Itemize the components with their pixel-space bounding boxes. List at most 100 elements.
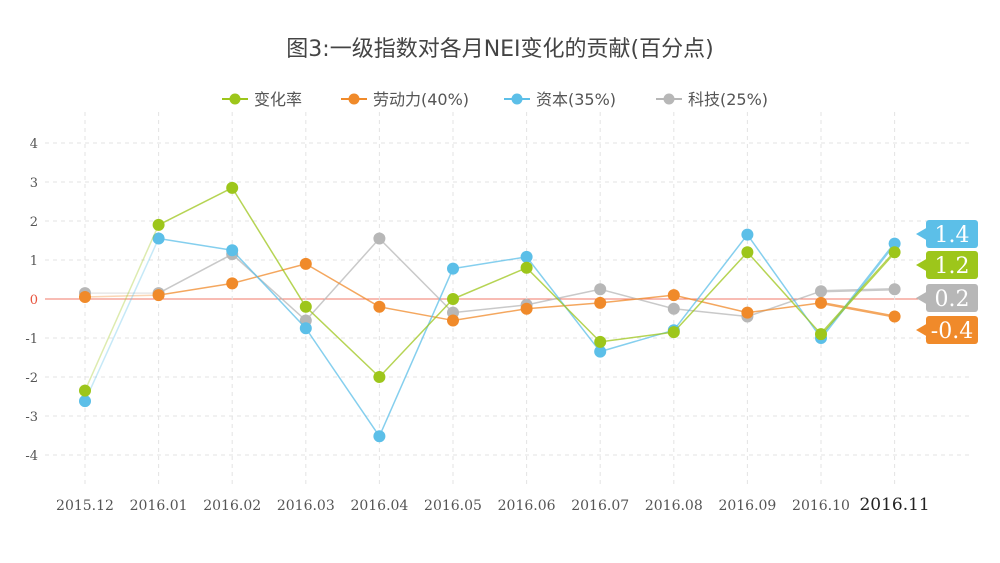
data-point — [226, 244, 239, 257]
series-line-segment — [746, 251, 822, 335]
series-line-segment — [305, 263, 380, 308]
badge-box — [926, 220, 978, 248]
badge-pointer — [916, 227, 928, 241]
series-line-segment — [378, 298, 454, 378]
x-tick-label: 2016.02 — [203, 498, 261, 514]
y-tick-label: -2 — [25, 371, 38, 386]
chart-title: 图3:一级指数对各月NEI变化的贡献(百分点) — [286, 37, 713, 62]
legend-marker — [511, 93, 523, 105]
x-tick-label: 2016.11 — [859, 495, 929, 515]
data-point — [888, 237, 901, 250]
data-point — [79, 384, 91, 397]
legend-label: 变化率 — [254, 90, 302, 109]
legend-marker — [229, 93, 241, 105]
x-tick-label: 2016.06 — [498, 498, 556, 514]
series-line-segment — [820, 301, 895, 318]
series-line-segment — [673, 308, 748, 318]
series-line-segment — [673, 294, 748, 314]
x-tick-label: 2016.09 — [718, 498, 776, 514]
y-tick-label: -4 — [25, 449, 38, 464]
series-line-segment — [305, 327, 381, 437]
series-line-segment — [600, 331, 674, 343]
badge-label: 0.2 — [935, 287, 970, 312]
y-axis-ticks: 4 3 2 1 0 -1 -2 -3 -4 — [25, 137, 38, 464]
badge-box — [926, 316, 978, 344]
series — [79, 181, 901, 397]
y-tick-label: 1 — [30, 254, 38, 269]
value-badges: 1.4 1.2 0.2 -0.4 — [916, 220, 978, 344]
series — [79, 228, 901, 443]
badge-label: 1.2 — [935, 254, 970, 279]
badge-pointer — [916, 291, 928, 305]
data-point — [594, 283, 607, 296]
data-point — [888, 283, 901, 296]
data-point — [741, 246, 754, 259]
series-line-segment — [84, 224, 160, 391]
series-line-segment — [84, 238, 160, 402]
value-badge: 1.4 — [916, 220, 978, 248]
x-axis-ticks: 2015.12 2016.01 2016.02 2016.03 2016.04 2016.… — [56, 495, 930, 515]
x-tick-label: 2016.03 — [277, 498, 335, 514]
data-point — [299, 257, 312, 270]
legend-label: 资本(35%) — [536, 90, 616, 109]
legend-label: 科技(25%) — [688, 90, 768, 109]
badge-pointer — [916, 258, 928, 272]
data-point — [741, 228, 754, 241]
data-point — [447, 314, 459, 327]
series-line-segment — [452, 304, 527, 314]
legend-label: 劳动力(40%) — [373, 90, 469, 109]
data-point — [152, 218, 165, 231]
y-tick-label: -1 — [25, 332, 38, 347]
legend: 变化率 劳动力(40%) 资本(35%) 科技(25%) — [222, 90, 768, 109]
legend-marker — [348, 93, 360, 105]
series — [79, 257, 901, 327]
y-tick-label: 3 — [30, 176, 38, 191]
data-point — [888, 310, 901, 323]
series-line-segment — [820, 251, 896, 335]
x-tick-label: 2016.01 — [130, 498, 188, 514]
series-line-segment — [747, 290, 822, 318]
series-line-segment — [231, 249, 307, 329]
badge-label: -0.4 — [931, 319, 973, 344]
data-point — [594, 345, 607, 358]
legend-marker — [663, 93, 675, 105]
badge-label: 1.4 — [935, 223, 970, 248]
data-point — [888, 246, 901, 259]
badge-box — [926, 251, 978, 279]
series-line-segment — [378, 268, 454, 437]
data-point — [373, 371, 386, 383]
series-line-segment — [452, 256, 527, 270]
data-point — [667, 289, 680, 302]
series-line-segment — [747, 302, 822, 314]
value-badge: 0.2 — [916, 284, 978, 312]
data-point — [520, 250, 533, 263]
data-point — [299, 300, 312, 313]
badge-pointer — [916, 323, 928, 337]
data-point — [447, 293, 459, 305]
data-point — [226, 181, 239, 194]
data-point — [520, 302, 533, 315]
data-point — [815, 328, 827, 341]
x-tick-label: 2016.07 — [571, 498, 629, 514]
badge-box — [926, 284, 978, 312]
series-line-segment — [158, 282, 233, 296]
data-point — [594, 335, 607, 348]
x-tick-label: 2016.08 — [645, 498, 703, 514]
series-line-segment — [305, 238, 380, 321]
data-point — [815, 296, 827, 309]
x-tick-label: 2016.10 — [792, 498, 850, 514]
series — [79, 232, 901, 327]
series-line-segment — [526, 267, 601, 343]
data-point — [594, 296, 607, 309]
series-line-segment — [158, 187, 233, 226]
series-group — [79, 181, 901, 443]
data-point — [152, 289, 165, 302]
value-badge: 1.2 — [916, 251, 978, 279]
series-line-segment — [84, 294, 159, 298]
series-line-segment — [378, 238, 454, 314]
x-tick-label: 2015.12 — [56, 498, 114, 514]
value-badge: -0.4 — [916, 316, 978, 344]
data-point — [226, 277, 239, 290]
series-line-segment — [231, 253, 307, 322]
data-point — [79, 291, 91, 304]
